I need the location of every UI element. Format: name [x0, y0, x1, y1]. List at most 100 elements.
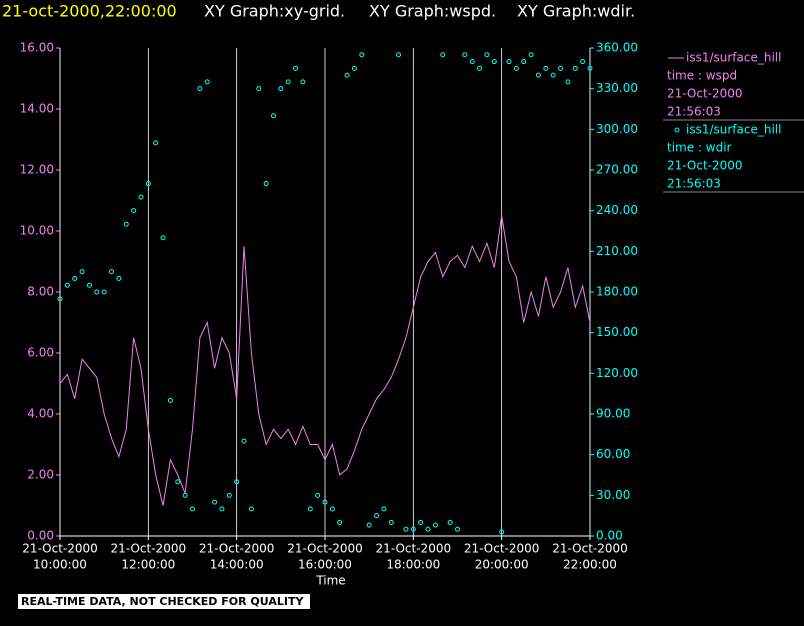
wdir-point [337, 519, 343, 525]
y-tick-label: 12.00 [20, 163, 54, 177]
wdir-point [212, 499, 218, 505]
graph-title: XY Graph:wdir. [517, 2, 635, 21]
wdir-point [388, 519, 394, 525]
wdir-point [300, 79, 306, 85]
x-axis-label: Time [315, 574, 345, 588]
legend-label: iss1/surface_hill [686, 123, 781, 137]
y2-tick-label: 300.00 [596, 122, 638, 136]
graph-title: XY Graph:xy-grid. [204, 2, 345, 21]
wdir-point [145, 181, 151, 187]
wdir-point [403, 526, 409, 532]
x-tick-label: 21-Oct-2000 [376, 542, 452, 556]
wdir-point [484, 52, 490, 58]
x-tick-label: 21-Oct-2000 [111, 542, 187, 556]
wdir-point [153, 140, 159, 146]
wdir-point [116, 275, 122, 281]
footer: REAL-TIME DATA, NOT CHECKED FOR QUALITY [21, 595, 304, 608]
y-tick-label: 8.00 [27, 285, 54, 299]
wdir-point [293, 65, 299, 71]
wdir-point [182, 492, 188, 498]
wdir-point [469, 59, 475, 65]
y-tick-label: 2.00 [27, 468, 54, 482]
wdir-point [477, 65, 483, 71]
wspd-line [59, 215, 591, 506]
x-tick-label: 22:00:00 [563, 558, 617, 572]
y-tick-label: 6.00 [27, 346, 54, 360]
wdir-point [234, 479, 240, 485]
wdir-point [190, 506, 195, 512]
x-tick-label: 21-Oct-2000 [464, 542, 540, 556]
y2-tick-label: 180.00 [596, 285, 638, 299]
wdir-point [410, 526, 416, 532]
y2-tick-label: 210.00 [596, 244, 638, 258]
wdir-point [535, 72, 541, 78]
x-tick-label: 10:00:00 [33, 558, 87, 572]
wdir-point [86, 282, 92, 288]
wdir-point [79, 269, 85, 275]
wdir-point [521, 59, 527, 65]
wdir-point [565, 79, 571, 85]
y2-tick-label: 330.00 [596, 81, 638, 95]
wdir-point [241, 438, 247, 444]
x-tick-label: 21-Oct-2000 [22, 542, 98, 556]
legend-swatch [674, 127, 680, 133]
wdir-point [462, 52, 468, 58]
footer-box [18, 594, 310, 609]
wdir-point [219, 506, 225, 512]
y2-tick-label: 60.00 [596, 447, 630, 461]
wdir-point [374, 513, 380, 519]
legend-label: 21-Oct-2000 [667, 159, 743, 173]
wdir-point [351, 65, 357, 71]
wdir-point [322, 499, 328, 505]
wdir-point [344, 72, 350, 78]
legend-label: time : wdir [667, 141, 732, 155]
legend-label: 21:56:03 [667, 177, 721, 191]
wdir-point [432, 522, 438, 528]
wdir-point [131, 208, 137, 214]
wdir-point [396, 52, 402, 58]
wdir-point [204, 79, 210, 85]
wdir-point [315, 492, 321, 498]
wdir-point [425, 526, 431, 532]
wdir-point [197, 86, 203, 92]
wdir-point [270, 113, 276, 119]
y2-tick-label: 270.00 [596, 163, 638, 177]
x-tick-label: 21-Oct-2000 [199, 542, 275, 556]
legend-label: 21:56:03 [667, 105, 721, 119]
y-tick-label: 14.00 [20, 102, 54, 116]
wdir-point [499, 529, 505, 535]
wdir-point [263, 181, 269, 187]
y-tick-label: 0.00 [27, 529, 54, 543]
wdir-point [381, 506, 387, 512]
timestamp: 21-oct-2000,22:00:00 [2, 2, 177, 21]
wdir-point [175, 479, 181, 485]
y2-tick-label: 150.00 [596, 325, 638, 339]
wdir-point [440, 52, 446, 58]
wdir-point [123, 221, 129, 227]
wdir-point [587, 65, 593, 71]
x-tick-label: 16:00:00 [298, 558, 352, 572]
wdir-point [506, 59, 512, 65]
x-tick-label: 12:00:00 [121, 558, 175, 572]
wdir-point [307, 506, 313, 512]
y2-tick-label: 240.00 [596, 203, 638, 217]
y2-tick-label: 30.00 [596, 488, 630, 502]
x-tick-label: 18:00:00 [386, 558, 440, 572]
wdir-point [256, 86, 262, 92]
y2-tick-label: 360.00 [596, 41, 638, 55]
y-tick-label: 16.00 [20, 41, 54, 55]
wdir-point [64, 282, 70, 288]
wdir-point [543, 65, 549, 71]
wdir-point [57, 296, 63, 302]
wdir-point [455, 526, 460, 532]
graph-title: XY Graph:wspd. [369, 2, 496, 21]
y2-tick-label: 120.00 [596, 366, 638, 380]
x-tick-label: 14:00:00 [210, 558, 264, 572]
wdir-point [558, 65, 564, 71]
wdir-point [418, 519, 424, 525]
wdir-point [359, 52, 365, 58]
y-tick-label: 4.00 [27, 407, 54, 421]
y2-tick-label: 90.00 [596, 407, 630, 421]
legend-label: time : wspd [667, 69, 737, 83]
